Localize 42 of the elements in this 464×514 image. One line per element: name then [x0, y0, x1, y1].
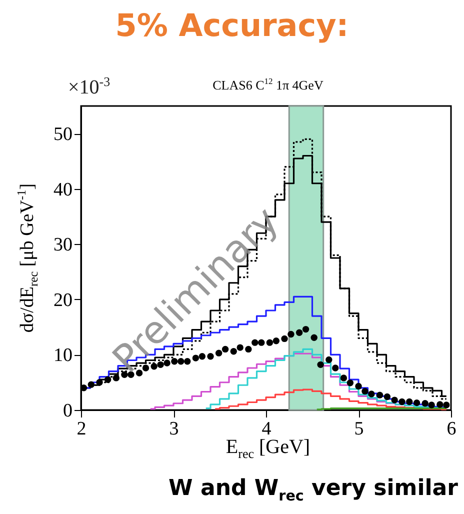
- point: [317, 361, 324, 368]
- point: [362, 388, 368, 395]
- point: [384, 393, 391, 400]
- point: [281, 335, 288, 342]
- point: [332, 364, 339, 372]
- point: [112, 374, 120, 382]
- text: ×10$^{-3}$: [68, 74, 110, 100]
- point: [428, 402, 435, 408]
- point: [104, 376, 112, 383]
- point: [88, 381, 95, 388]
- x-tick-label: 6: [446, 418, 456, 440]
- y-tick-label: 30: [54, 234, 72, 256]
- point: [376, 392, 384, 398]
- x-tick-label: 2: [76, 418, 86, 440]
- point: [368, 390, 375, 398]
- point: [302, 326, 310, 333]
- text: W and W$_{rec}$ very similar: [168, 476, 458, 504]
- point: [413, 399, 420, 406]
- y-tick-label: 50: [54, 124, 72, 146]
- point: [355, 382, 362, 390]
- point: [346, 380, 354, 386]
- point: [80, 384, 88, 392]
- point: [340, 374, 348, 382]
- point: [406, 398, 413, 406]
- point: [326, 356, 332, 364]
- point: [436, 401, 444, 408]
- chart-subtitle: CLAS6 C$^{12}$ 1π 4GeV: [212, 76, 324, 92]
- point: [443, 402, 450, 408]
- point: [296, 329, 303, 336]
- point: [96, 379, 103, 386]
- point: [398, 398, 406, 406]
- point: [391, 396, 398, 404]
- y-tick-label: 10: [54, 345, 72, 366]
- y-tick-label: 40: [54, 179, 72, 200]
- chart-title: 5% Accuracy:: [114, 8, 350, 44]
- point: [422, 400, 428, 407]
- point: [288, 330, 294, 338]
- point: [310, 334, 318, 341]
- x-tick-label: 5: [354, 418, 364, 440]
- x-tick-label: 3: [169, 418, 179, 440]
- y-tick-label: 20: [54, 290, 72, 311]
- y-tick-label: 0: [63, 400, 72, 422]
